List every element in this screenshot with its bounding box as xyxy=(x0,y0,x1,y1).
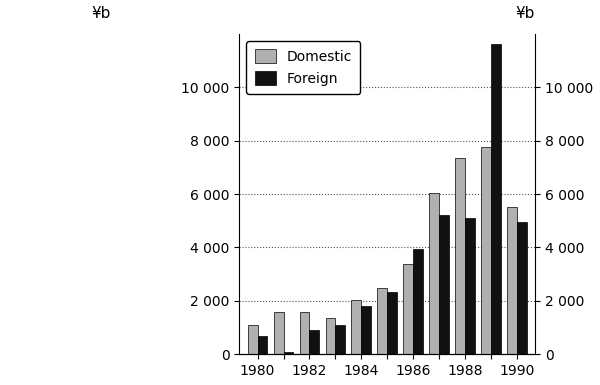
Bar xyxy=(465,218,475,354)
Bar xyxy=(326,318,335,354)
Bar xyxy=(310,330,319,354)
Bar xyxy=(481,147,491,354)
Bar xyxy=(377,288,387,354)
Bar xyxy=(352,300,361,354)
Bar xyxy=(299,311,310,354)
Bar xyxy=(455,158,465,354)
Bar xyxy=(274,311,284,354)
Bar xyxy=(257,336,268,354)
Text: ¥b: ¥b xyxy=(92,6,111,21)
Bar xyxy=(361,306,371,354)
Bar xyxy=(284,352,293,354)
Legend: Domestic, Foreign: Domestic, Foreign xyxy=(247,41,361,94)
Bar xyxy=(403,263,413,354)
Bar xyxy=(335,325,345,354)
Bar xyxy=(429,193,439,354)
Bar xyxy=(439,216,449,354)
Bar xyxy=(387,291,397,354)
Bar xyxy=(248,325,257,354)
Bar xyxy=(491,45,501,354)
Text: ¥b: ¥b xyxy=(516,6,535,21)
Bar xyxy=(413,249,423,354)
Bar xyxy=(517,222,527,354)
Bar xyxy=(507,208,517,354)
